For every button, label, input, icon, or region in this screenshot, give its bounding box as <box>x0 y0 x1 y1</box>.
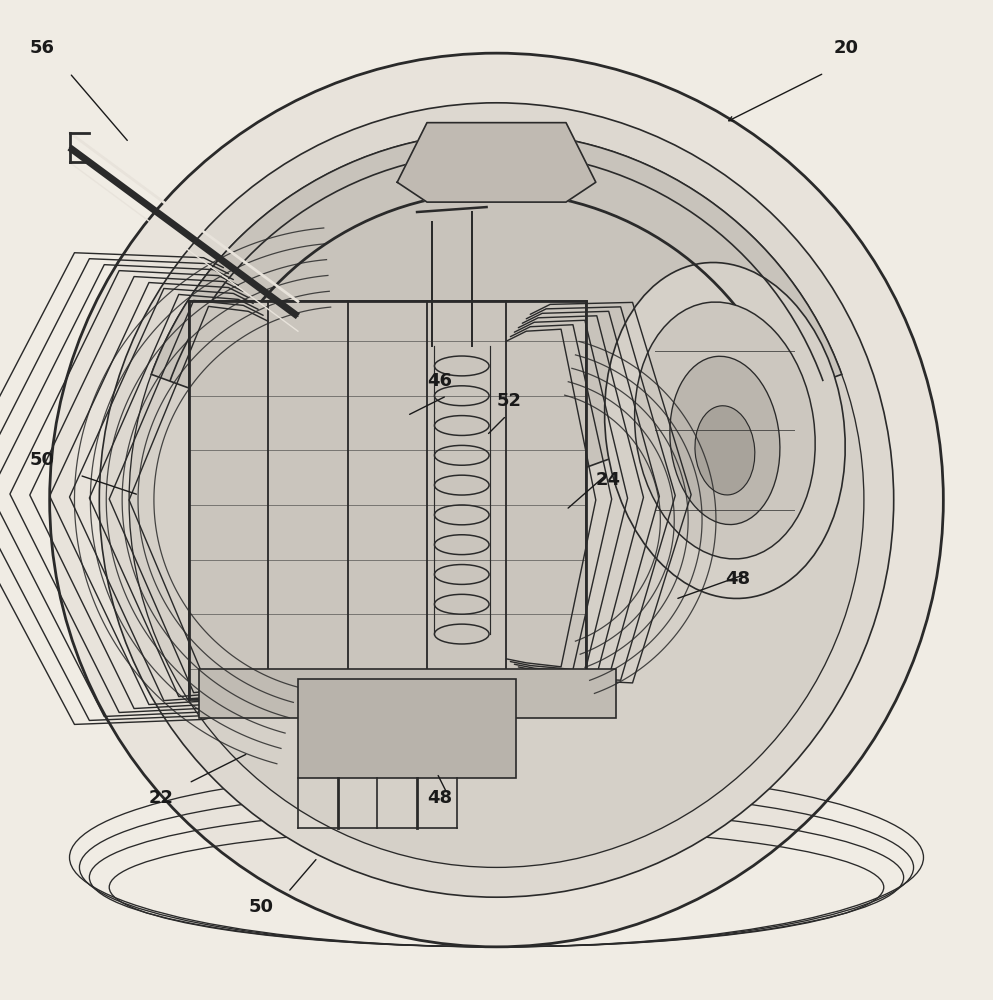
Text: 24: 24 <box>596 471 621 489</box>
Text: 52: 52 <box>496 392 521 410</box>
Ellipse shape <box>50 53 943 947</box>
Ellipse shape <box>99 103 894 897</box>
FancyBboxPatch shape <box>199 669 616 718</box>
Text: 22: 22 <box>149 789 174 807</box>
Text: 20: 20 <box>834 39 859 57</box>
FancyBboxPatch shape <box>298 679 516 778</box>
Polygon shape <box>397 123 596 202</box>
Wedge shape <box>151 133 842 500</box>
Ellipse shape <box>129 133 864 867</box>
Ellipse shape <box>670 356 780 525</box>
Text: 50: 50 <box>30 451 55 469</box>
Text: 56: 56 <box>30 39 55 57</box>
FancyBboxPatch shape <box>189 301 586 699</box>
Ellipse shape <box>605 263 845 598</box>
Ellipse shape <box>635 302 815 559</box>
Text: 48: 48 <box>725 570 750 588</box>
Text: 46: 46 <box>427 372 452 390</box>
Text: 50: 50 <box>248 898 273 916</box>
Text: 48: 48 <box>427 789 452 807</box>
Ellipse shape <box>695 406 755 495</box>
